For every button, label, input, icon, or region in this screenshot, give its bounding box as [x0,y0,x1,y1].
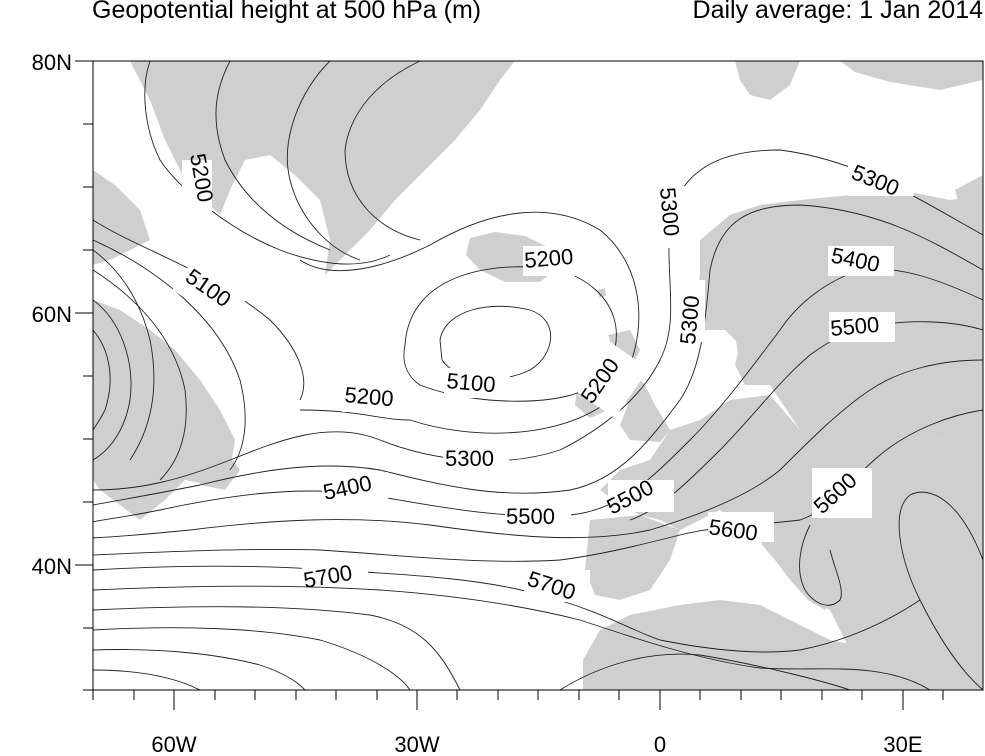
map-date: Daily average: 1 Jan 2014 [692,0,983,24]
contour-line [93,329,111,431]
contour-line [799,524,842,606]
contour-line [93,409,983,562]
arctic-islands-land [840,61,983,90]
africa-land [583,600,983,690]
newfoundland-land [195,450,240,490]
contour-labels: 5200 5100 5200 5100 5200 5200 5300 5300 … [172,152,914,605]
contour-label: 5300 [655,186,684,237]
iberia-land [585,515,680,600]
turkey-land [880,545,983,600]
denmark-land [735,335,752,365]
contour-line [93,149,983,491]
lon-tick-label: 0 [654,732,666,756]
contour-line [93,565,921,653]
contour-line [93,299,132,461]
lat-tick-label: 80N [32,50,72,75]
contour-line [93,585,931,690]
lat-axis: 80N 60N 40N [32,50,93,691]
contour-line [93,204,983,506]
contour-line [93,359,983,539]
contour-line [344,61,421,241]
greenland-land [130,61,515,275]
contour-label: 5300 [675,294,704,345]
contour-line [93,649,306,690]
contour-line [299,211,640,434]
map-title: Geopotential height at 500 hPa (m) [92,0,482,24]
contour-line [439,305,552,380]
contour-line [93,249,155,461]
contour-line [93,219,305,401]
lon-axis: 60W 30W 0 30E [92,690,944,756]
europe-land [600,395,983,690]
contour-line [93,239,246,471]
contour-line [629,321,983,521]
contour-label: 5200 [344,382,395,411]
lat-tick-label: 60N [32,302,72,327]
lon-tick-label: 30E [883,732,922,756]
lon-tick-label: 60W [151,732,196,756]
contour-label: 5500 [829,312,880,341]
arctic-islands-land [735,61,800,100]
contour-label: 5100 [446,368,497,397]
contour-label: 5300 [445,446,494,471]
contour-line [559,653,851,690]
contour-line [93,627,411,690]
contour-line [93,669,201,690]
contour-line [898,491,983,690]
contour-line [93,269,187,481]
contour-label: 5500 [506,504,555,529]
contour-line [93,606,461,690]
contour-line [215,61,331,251]
contour-line [286,61,361,261]
contour-label: 5200 [523,244,574,273]
lat-tick-label: 40N [32,554,72,579]
italy-land [760,528,835,610]
lon-tick-label: 30W [394,732,439,756]
canada-land [93,170,150,265]
faroe-land [598,288,606,297]
